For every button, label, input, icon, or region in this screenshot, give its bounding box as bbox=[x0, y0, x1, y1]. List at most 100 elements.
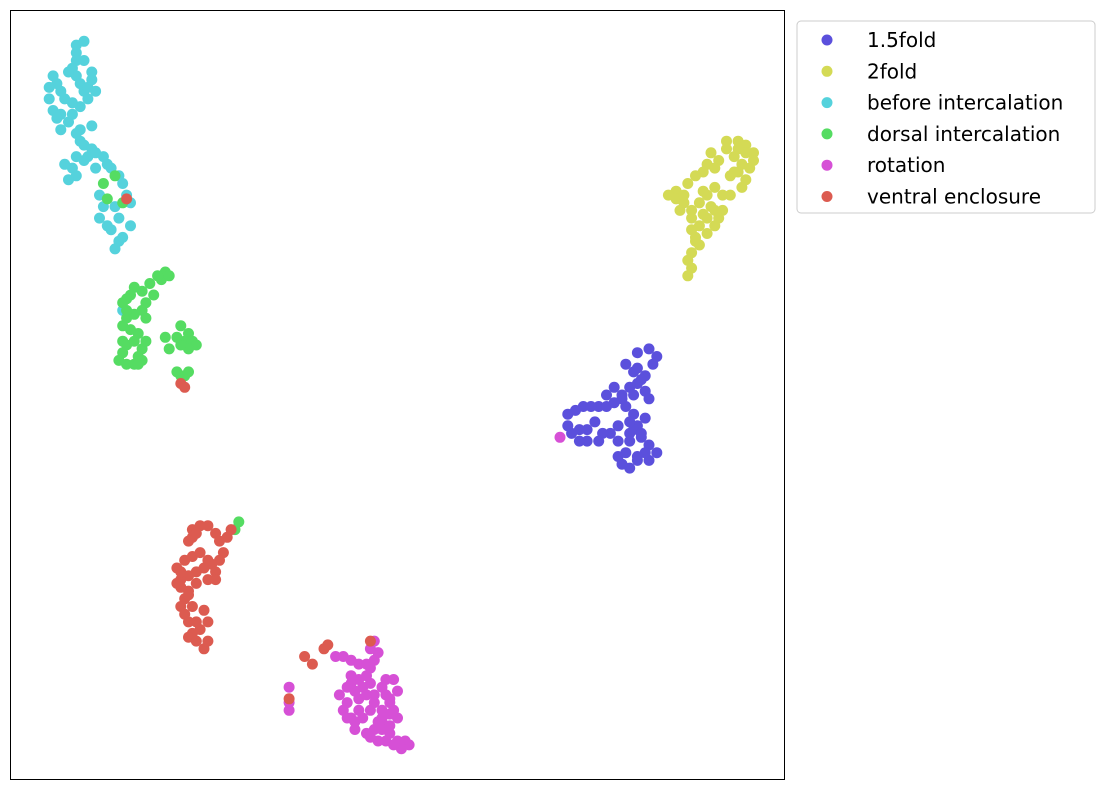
legend-item: 2fold bbox=[821, 59, 917, 83]
scatter-point bbox=[562, 420, 574, 432]
scatter-point bbox=[63, 174, 74, 186]
scatter-point bbox=[732, 143, 744, 155]
scatter-point bbox=[651, 351, 663, 362]
scatter-point bbox=[128, 335, 140, 347]
plot-frame bbox=[10, 10, 785, 780]
scatter-point bbox=[47, 70, 59, 82]
scatter-point bbox=[384, 720, 396, 732]
legend-items: 1.5fold 2fold before intercalation dorsal i… bbox=[821, 28, 1063, 209]
scatter-point bbox=[612, 451, 624, 462]
scatter-point bbox=[283, 681, 295, 693]
scatter-point bbox=[624, 416, 636, 428]
scatter-point bbox=[152, 270, 164, 282]
scatter-point bbox=[190, 635, 202, 647]
scatter-point bbox=[51, 112, 63, 124]
scatter-point bbox=[55, 124, 67, 136]
scatter-point bbox=[183, 589, 194, 601]
legend-marker bbox=[821, 97, 833, 109]
scatter-point bbox=[121, 358, 133, 370]
scatter-point bbox=[364, 677, 376, 689]
scatter-point bbox=[78, 55, 90, 66]
scatter-point bbox=[612, 420, 624, 432]
scatter-point bbox=[585, 401, 597, 412]
scatter-point bbox=[353, 704, 365, 716]
scatter-point bbox=[721, 135, 732, 147]
scatter-point bbox=[651, 447, 663, 459]
scatter-point bbox=[341, 681, 353, 693]
legend-box bbox=[796, 20, 1096, 214]
series-4 bbox=[283, 431, 566, 755]
scatter-point bbox=[90, 162, 102, 174]
scatter-point bbox=[43, 93, 55, 105]
scatter-point bbox=[748, 147, 759, 159]
scatter-point bbox=[210, 574, 222, 586]
legend: 1.5fold 2fold before intercalation dorsal i… bbox=[796, 20, 1096, 214]
scatter-point bbox=[171, 577, 183, 589]
scatter-point bbox=[202, 635, 214, 647]
scatter-point bbox=[721, 143, 732, 155]
scatter-point bbox=[705, 147, 717, 159]
scatter-point bbox=[86, 74, 98, 86]
scatter-point bbox=[132, 358, 144, 370]
scatter-point bbox=[101, 193, 113, 205]
scatter-point bbox=[581, 424, 593, 436]
scatter-point bbox=[635, 427, 647, 439]
scatter-point bbox=[674, 204, 686, 216]
scatter-point bbox=[388, 674, 400, 685]
legend-item: before intercalation bbox=[821, 91, 1063, 115]
scatter-point bbox=[345, 712, 357, 724]
scatter-point bbox=[322, 639, 334, 651]
scatter-point bbox=[372, 716, 384, 728]
scatter-point bbox=[140, 297, 152, 309]
scatter-point bbox=[183, 616, 194, 628]
scatter-point bbox=[105, 224, 117, 236]
scatter-point bbox=[345, 670, 357, 682]
legend-marker bbox=[821, 65, 833, 77]
scatter-point bbox=[612, 435, 624, 447]
scatter-point bbox=[63, 66, 74, 78]
scatter-point bbox=[140, 335, 152, 347]
scatter-point bbox=[198, 604, 210, 616]
scatter-point bbox=[202, 520, 214, 532]
scatter-point bbox=[86, 66, 98, 78]
scatter-point bbox=[635, 374, 647, 386]
scatter-point bbox=[159, 331, 171, 343]
scatter-point bbox=[740, 174, 752, 186]
legend-item: rotation bbox=[821, 153, 945, 177]
scatter-point bbox=[186, 601, 198, 612]
scatter-point bbox=[705, 201, 717, 213]
scatter-point bbox=[690, 235, 701, 247]
scatter-point bbox=[628, 389, 640, 401]
scatter-point bbox=[717, 189, 729, 201]
scatter-point bbox=[364, 635, 376, 647]
scatter-point bbox=[117, 178, 129, 189]
legend-label: 1.5fold bbox=[867, 28, 936, 52]
scatter-point bbox=[581, 435, 593, 447]
scatter-point bbox=[299, 651, 311, 662]
scatter-point bbox=[43, 81, 55, 93]
scatter-point bbox=[144, 278, 156, 289]
scatter-point bbox=[620, 358, 632, 370]
scatter-point bbox=[631, 451, 643, 462]
scatter-point bbox=[690, 170, 701, 182]
scatter-point bbox=[109, 243, 121, 255]
points-layer bbox=[43, 35, 759, 755]
scatter-point bbox=[59, 158, 71, 170]
series-5 bbox=[121, 193, 376, 705]
scatter-point bbox=[616, 393, 628, 405]
scatter-point bbox=[368, 697, 380, 709]
legend-label: before intercalation bbox=[867, 91, 1063, 115]
scatter-point bbox=[306, 658, 318, 670]
series-1 bbox=[662, 135, 759, 282]
scatter-point bbox=[163, 343, 175, 355]
legend-marker bbox=[821, 34, 833, 46]
scatter-point bbox=[639, 412, 651, 424]
scatter-point bbox=[724, 189, 736, 201]
scatter-point bbox=[109, 170, 121, 182]
scatter-point bbox=[66, 108, 78, 120]
scatter-point bbox=[593, 435, 605, 447]
series-0 bbox=[562, 343, 663, 474]
scatter-point bbox=[392, 685, 403, 697]
scatter-point bbox=[333, 689, 345, 701]
scatter-point bbox=[121, 193, 133, 205]
